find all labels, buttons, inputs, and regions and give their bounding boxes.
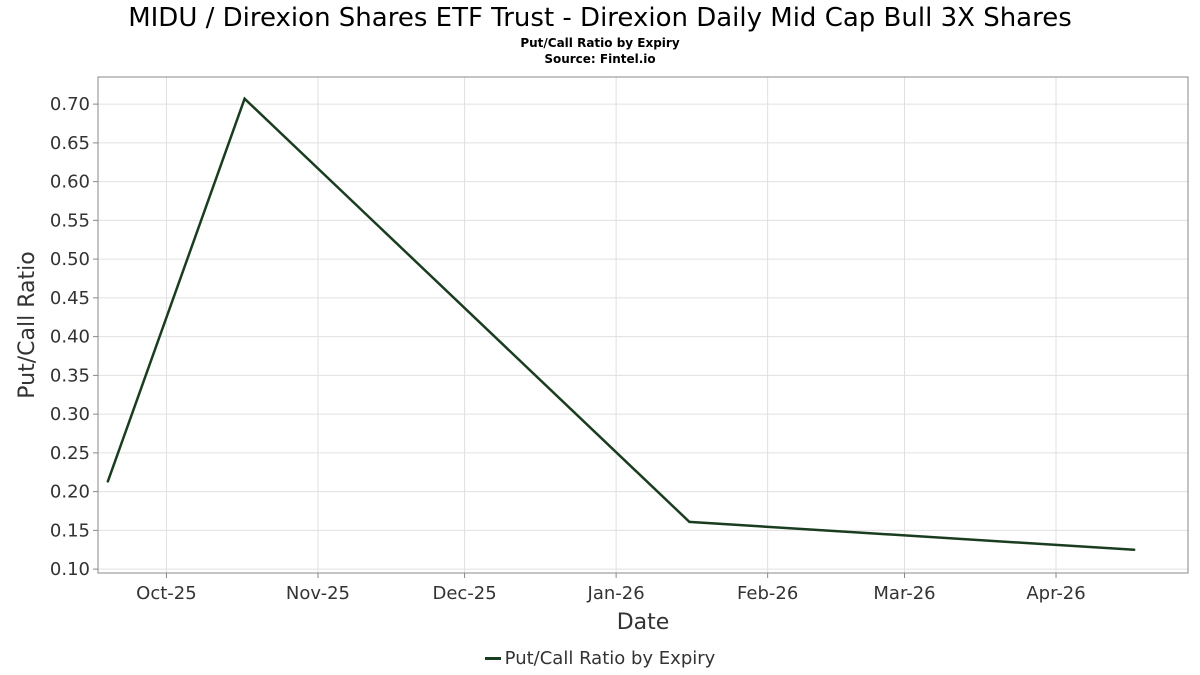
series-group [106,96,1136,552]
y-tick-label: 0.15 [50,520,90,541]
x-tick-label: Feb-26 [737,583,798,604]
plot-area [97,76,1189,574]
y-tick-label: 0.20 [50,482,90,503]
x-tick-label: Apr-26 [1026,583,1085,604]
y-tick-label: 0.60 [50,172,90,193]
data-point [106,480,109,483]
data-point [243,97,246,100]
legend-swatch [484,656,501,660]
data-point [688,520,691,524]
y-tick-label: 0.45 [50,288,90,309]
grid-lines [98,77,1188,573]
chart-title: MIDU / Direxion Shares ETF Trust - Direx… [128,3,1072,33]
x-tick-label: Mar-26 [873,583,935,604]
legend-label: Put/Call Ratio by Expiry [504,648,716,669]
y-tick-label: 0.50 [50,249,90,270]
y-tick-label: 0.35 [50,365,90,386]
y-tick-label: 0.65 [50,133,90,154]
y-tick-label: 0.10 [50,559,90,580]
y-tick-label: 0.40 [50,327,90,348]
y-tick-label: 0.55 [50,210,90,231]
y-tick-label: 0.30 [50,404,90,425]
data-point [1133,548,1136,551]
y-axis-label: Put/Call Ratio [15,251,40,398]
x-tick-label: Dec-25 [432,583,496,604]
series-line [106,96,1135,552]
chart-subtitle: Put/Call Ratio by Expiry [520,36,680,50]
chart-source: Source: Fintel.io [544,52,656,66]
axis-ticks: 0.10 0.15 0.20 0.25 0.30 0.35 0.40 0.45 0.50 0.55… [50,94,1086,604]
x-tick-label: Nov-25 [286,583,350,604]
x-tick-label: Jan-26 [587,583,645,604]
x-axis-label: Date [617,610,670,635]
legend: Put/Call Ratio by Expiry [0,647,1200,671]
y-tick-label: 0.25 [50,443,90,464]
x-tick-label: Oct-25 [136,583,197,604]
y-tick-label: 0.70 [50,94,90,115]
